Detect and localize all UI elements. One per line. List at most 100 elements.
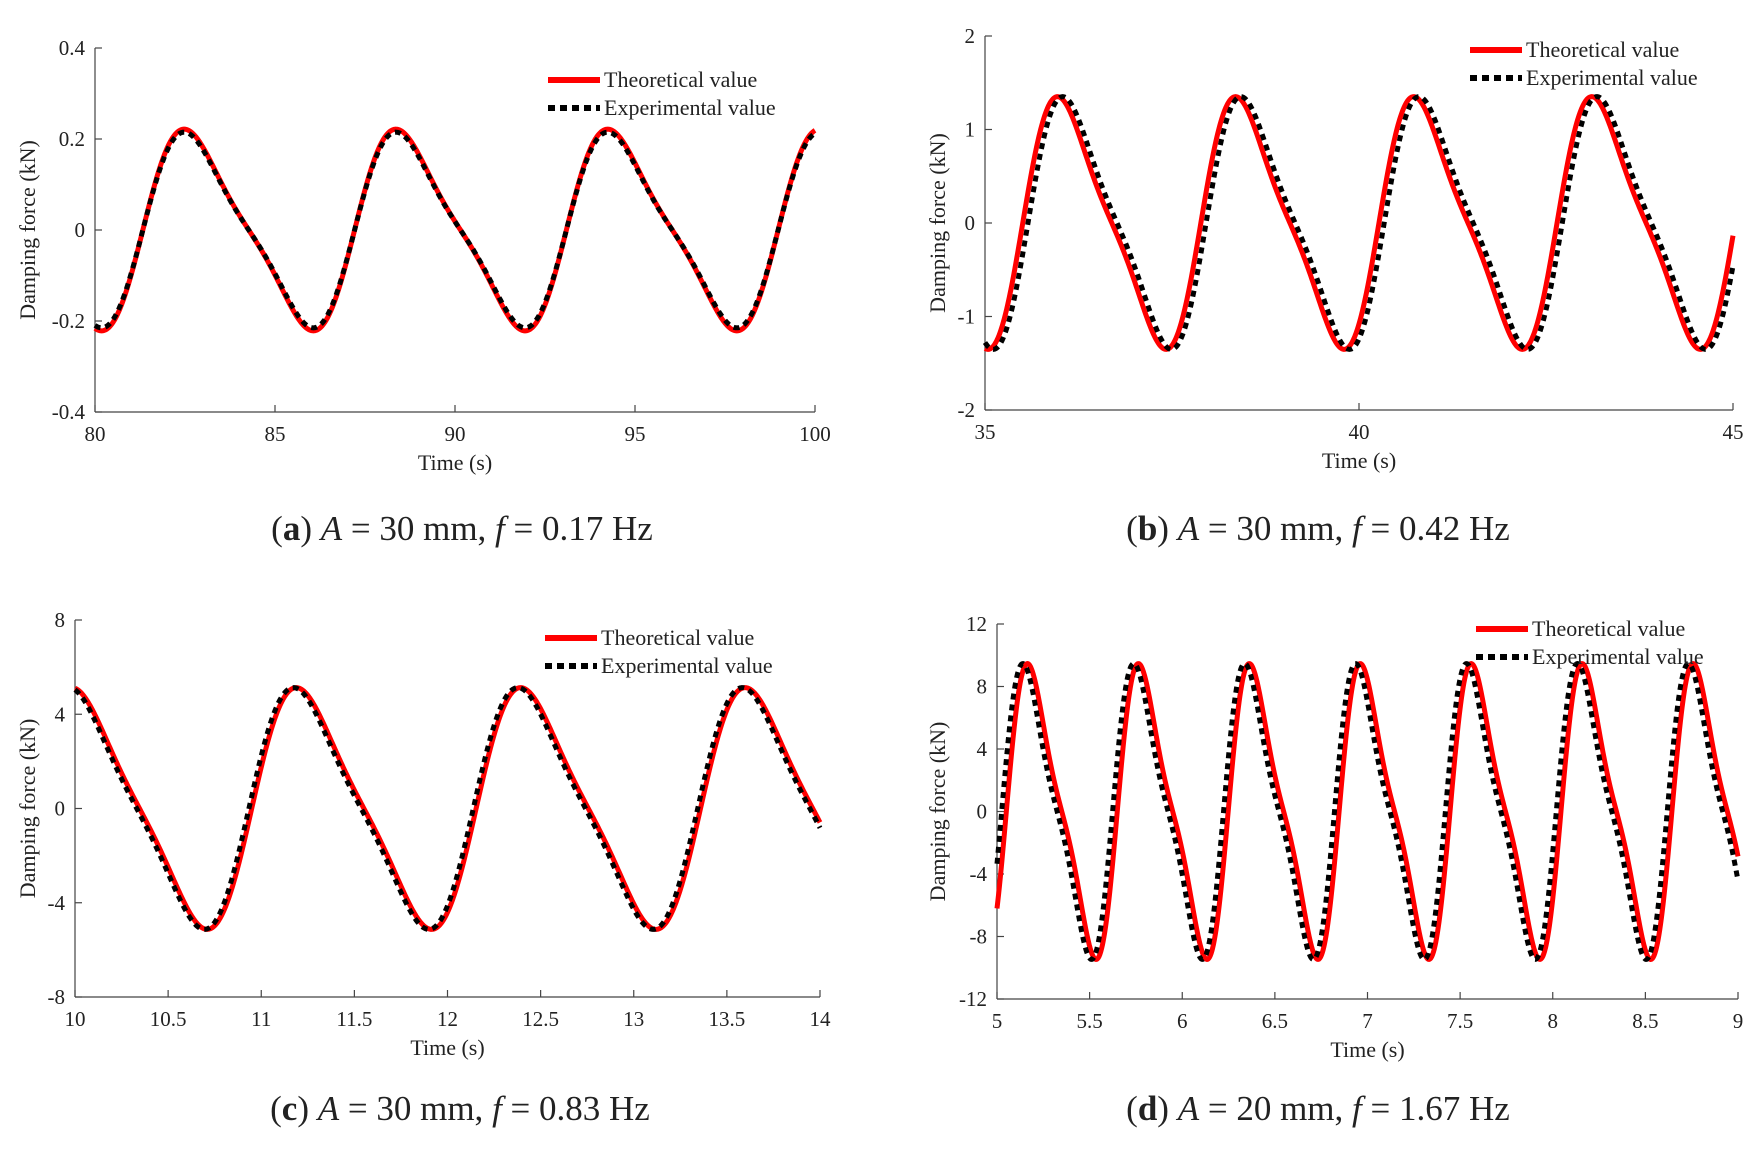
caption-part: c xyxy=(282,1089,298,1128)
x-tick-label: 95 xyxy=(625,422,646,446)
y-tick-label: -2 xyxy=(958,398,976,422)
x-tick-label: 5 xyxy=(992,1009,1003,1033)
legend-label: Theoretical value xyxy=(1526,37,1679,62)
x-tick-label: 14 xyxy=(810,1007,832,1031)
x-axis-label: Time (s) xyxy=(410,1035,484,1060)
y-tick-label: 0 xyxy=(75,218,86,242)
x-tick-label: 85 xyxy=(265,422,286,446)
theoretical-series-line xyxy=(994,661,1741,962)
y-tick-label: -4 xyxy=(970,862,988,886)
legend-label: Experimental value xyxy=(1526,65,1698,90)
x-tick-label: 8.5 xyxy=(1632,1009,1658,1033)
x-tick-label: 40 xyxy=(1349,420,1370,444)
experimental-series-line xyxy=(982,94,1736,352)
y-tick-label: -4 xyxy=(48,891,66,915)
x-tick-label: 8 xyxy=(1548,1009,1559,1033)
legend-label: Theoretical value xyxy=(601,625,754,650)
caption: (a) A = 30 mm, f = 0.17 Hz xyxy=(271,509,653,548)
caption-part: = 30 mm, xyxy=(1199,509,1352,548)
x-tick-label: 12.5 xyxy=(522,1007,559,1031)
caption-part: b xyxy=(1138,509,1157,548)
y-axis-label: Damping force (kN) xyxy=(925,722,950,902)
x-tick-label: 80 xyxy=(85,422,106,446)
y-tick-label: 0.4 xyxy=(59,36,86,60)
caption-part: ( xyxy=(270,1089,282,1128)
y-tick-label: 8 xyxy=(977,675,988,699)
legend-label: Theoretical value xyxy=(1532,616,1685,641)
y-tick-label: 0 xyxy=(55,797,66,821)
caption: (d) A = 20 mm, f = 1.67 Hz xyxy=(1126,1089,1510,1128)
caption-part: ) xyxy=(1157,509,1177,548)
x-tick-label: 11.5 xyxy=(336,1007,372,1031)
legend: Theoretical value Experimental value xyxy=(545,625,773,678)
y-tick-label: -0.4 xyxy=(52,400,86,424)
theoretical-series-line xyxy=(93,126,817,334)
legend: Theoretical value Experimental value xyxy=(548,67,776,120)
caption-part: ( xyxy=(1126,1089,1138,1128)
y-tick-label: 2 xyxy=(965,24,976,48)
caption-part: A xyxy=(1176,1089,1200,1128)
x-tick-label: 7 xyxy=(1362,1009,1373,1033)
y-tick-label: 12 xyxy=(966,612,987,636)
legend-label: Experimental value xyxy=(1532,644,1704,669)
y-axis-label: Damping force (kN) xyxy=(15,719,40,899)
experimental-series-line xyxy=(994,661,1741,962)
x-tick-label: 9 xyxy=(1733,1009,1744,1033)
x-tick-label: 12 xyxy=(437,1007,458,1031)
caption: (b) A = 30 mm, f = 0.42 Hz xyxy=(1126,509,1510,548)
y-tick-label: 0 xyxy=(965,211,976,235)
x-axis-label: Time (s) xyxy=(1330,1037,1404,1062)
theoretical-series-line xyxy=(73,685,823,932)
legend: Theoretical value Experimental value xyxy=(1470,37,1698,90)
y-tick-label: -0.2 xyxy=(52,309,85,333)
legend-label: Theoretical value xyxy=(604,67,757,92)
legend: Theoretical value Experimental value xyxy=(1476,616,1704,669)
y-tick-label: -1 xyxy=(958,305,976,329)
x-tick-label: 90 xyxy=(445,422,466,446)
caption-part: = 30 mm, xyxy=(342,509,495,548)
caption-part: = 0.17 Hz xyxy=(505,509,653,548)
x-tick-label: 13 xyxy=(623,1007,644,1031)
y-tick-label: 1 xyxy=(965,118,976,142)
y-tick-label: -8 xyxy=(970,925,988,949)
x-tick-label: 5.5 xyxy=(1077,1009,1103,1033)
caption-part: d xyxy=(1138,1089,1158,1128)
caption-part: ( xyxy=(271,509,283,548)
theoretical-series-line xyxy=(983,94,1736,352)
caption-part: ( xyxy=(1126,509,1138,548)
y-tick-label: -12 xyxy=(959,987,987,1011)
caption-part: ) xyxy=(1157,1089,1177,1128)
caption-part: A xyxy=(319,509,343,548)
chart-d: 5 5.5 6 6.5 7 7.5 8 8.5 9 -12 -8 -4 0 4 8 12 Time (s) Dam… xyxy=(925,612,1743,1128)
caption-part: a xyxy=(283,509,301,548)
y-axis-label: Damping force (kN) xyxy=(15,140,40,320)
caption-part: = 1.67 Hz xyxy=(1362,1089,1510,1128)
x-tick-label: 45 xyxy=(1723,420,1744,444)
x-tick-label: 6 xyxy=(1177,1009,1188,1033)
legend-label: Experimental value xyxy=(604,95,776,120)
y-tick-label: 0.2 xyxy=(59,127,85,151)
x-tick-label: 10.5 xyxy=(150,1007,187,1031)
x-tick-label: 100 xyxy=(799,422,831,446)
experimental-series-line xyxy=(73,685,823,932)
chart-b: 35 40 45 -2 -1 0 1 2 Time (s) Damping force (kN) T… xyxy=(925,24,1744,548)
caption-part: = 0.83 Hz xyxy=(502,1089,650,1128)
chart-a: 80 85 90 95 100 -0.4 -0.2 0 0.2 0.4 Time (s) Dampin… xyxy=(15,36,831,548)
caption-part: ) xyxy=(297,1089,317,1128)
legend-label: Experimental value xyxy=(601,653,773,678)
caption: (c) A = 30 mm, f = 0.83 Hz xyxy=(270,1089,650,1128)
caption-part: A xyxy=(1176,509,1200,548)
caption-part: ) xyxy=(300,509,320,548)
x-tick-label: 35 xyxy=(975,420,996,444)
x-tick-label: 13.5 xyxy=(709,1007,746,1031)
y-tick-label: -8 xyxy=(48,985,66,1009)
caption-part: A xyxy=(316,1089,340,1128)
x-tick-label: 11 xyxy=(251,1007,271,1031)
y-tick-label: 8 xyxy=(55,608,66,632)
y-tick-label: 0 xyxy=(977,800,988,824)
y-tick-label: 4 xyxy=(55,702,66,726)
y-tick-label: 4 xyxy=(977,737,988,761)
x-tick-label: 7.5 xyxy=(1447,1009,1473,1033)
experimental-series-line xyxy=(93,129,817,331)
